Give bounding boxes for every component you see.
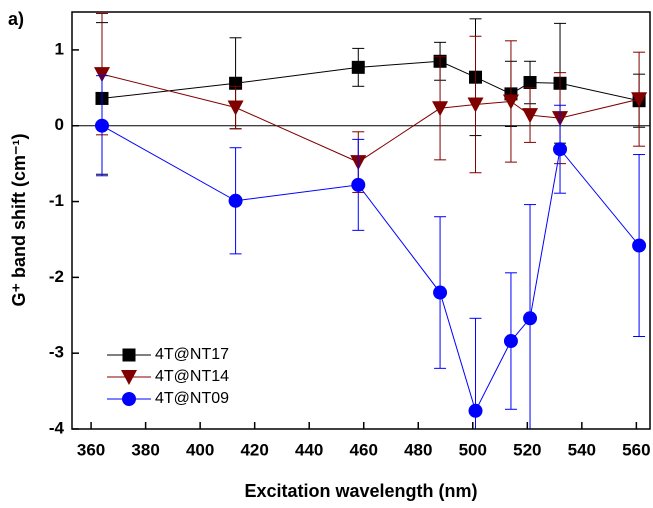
x-tick-label: 360 (77, 440, 105, 459)
x-tick-label: 380 (131, 440, 159, 459)
x-tick-label: 560 (622, 440, 650, 459)
marker (94, 118, 109, 133)
legend-label: 4T@NT09 (155, 390, 229, 407)
marker (523, 76, 537, 90)
marker (122, 348, 136, 362)
x-tick-label: 460 (350, 440, 378, 459)
marker (467, 97, 484, 113)
marker (433, 285, 448, 300)
x-tick-label: 480 (404, 440, 432, 459)
y-tick-label: 1 (55, 39, 64, 58)
x-tick-label: 500 (459, 440, 487, 459)
x-tick-label: 540 (568, 440, 596, 459)
marker (631, 92, 648, 108)
marker (632, 238, 647, 253)
marker (553, 142, 568, 157)
marker (468, 403, 483, 418)
marker (523, 311, 538, 326)
marker (503, 334, 518, 349)
marker (351, 60, 365, 74)
marker (228, 193, 243, 208)
x-tick-label: 520 (513, 440, 541, 459)
x-tick-label: 440 (295, 440, 323, 459)
plot-frame (71, 11, 651, 430)
x-tick-label: 400 (186, 440, 214, 459)
y-tick-label: 0 (55, 115, 64, 134)
marker (121, 370, 137, 385)
marker (432, 101, 449, 117)
marker (93, 67, 110, 83)
marker (122, 392, 136, 406)
y-tick-label: -1 (49, 191, 64, 210)
marker (502, 94, 519, 110)
legend-label: 4T@NT14 (155, 368, 229, 385)
y-tick-label: -4 (49, 418, 65, 437)
panel-label: a) (8, 9, 24, 29)
marker (227, 100, 244, 116)
y-tick-label: -3 (49, 343, 64, 362)
plot-area (72, 13, 650, 429)
marker (351, 177, 366, 192)
legend-label: 4T@NT17 (155, 346, 229, 363)
y-axis-label: G⁺ band shift (cm⁻¹) (9, 133, 29, 306)
y-tick-label: -2 (49, 267, 64, 286)
x-tick-label: 420 (240, 440, 268, 459)
x-axis-label: Excitation wavelength (nm) (244, 481, 477, 501)
marker (522, 108, 539, 124)
